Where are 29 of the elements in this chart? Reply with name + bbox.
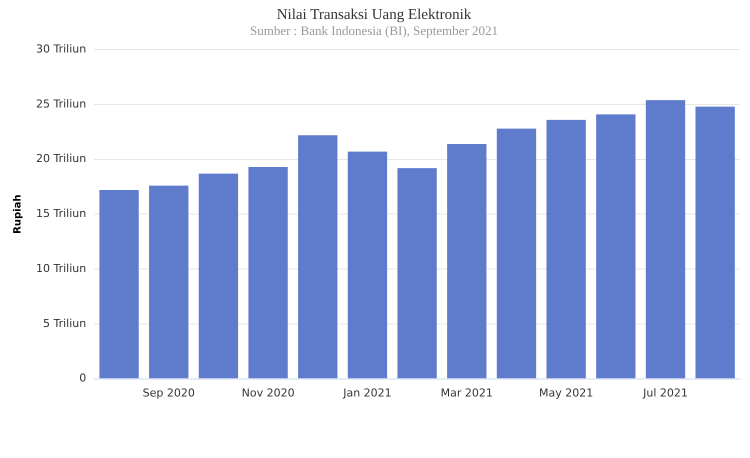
x-tick-label: Jul 2021 bbox=[642, 386, 688, 400]
bar bbox=[496, 128, 536, 378]
y-tick-label: 20 Triliun bbox=[36, 152, 86, 166]
bar bbox=[298, 135, 338, 378]
bar bbox=[397, 168, 437, 378]
y-axis-title: Rupiah bbox=[12, 194, 24, 234]
bar bbox=[596, 114, 636, 378]
y-tick-label: 5 Triliun bbox=[42, 316, 86, 330]
bar bbox=[695, 106, 735, 378]
x-tick-label: Nov 2020 bbox=[242, 386, 295, 400]
bar bbox=[248, 167, 288, 378]
bar bbox=[546, 120, 586, 378]
x-tick-label: May 2021 bbox=[539, 386, 594, 400]
y-tick-label: 0 bbox=[79, 372, 86, 385]
x-tick-label: Sep 2020 bbox=[142, 386, 195, 400]
chart-subtitle: Sumber : Bank Indonesia (BI), September 2021 bbox=[250, 23, 498, 38]
x-tick-label: Mar 2021 bbox=[440, 386, 493, 400]
bar bbox=[646, 100, 686, 378]
bar bbox=[149, 186, 188, 378]
chart-title: Nilai Transaksi Uang Elektronik bbox=[276, 6, 472, 23]
y-tick-label: 30 Triliun bbox=[36, 42, 86, 56]
bar bbox=[198, 174, 238, 378]
y-tick-label: 15 Triliun bbox=[36, 207, 86, 220]
y-tick-label: 10 Triliun bbox=[36, 262, 86, 275]
x-tick-label: Jan 2021 bbox=[342, 386, 392, 400]
bar bbox=[348, 152, 388, 378]
y-tick-label: 25 Triliun bbox=[36, 97, 86, 110]
bar bbox=[447, 144, 486, 378]
bar bbox=[99, 190, 139, 378]
